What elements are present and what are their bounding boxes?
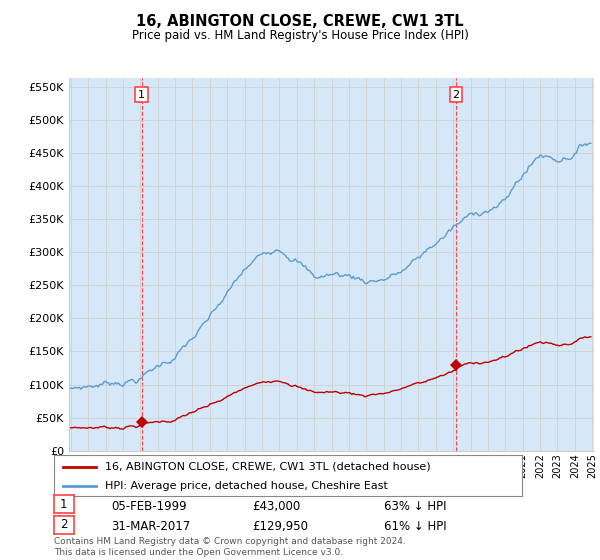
Text: 05-FEB-1999: 05-FEB-1999 xyxy=(111,500,187,513)
Text: 2: 2 xyxy=(452,90,460,100)
Text: £129,950: £129,950 xyxy=(252,520,308,533)
Text: Contains HM Land Registry data © Crown copyright and database right 2024.
This d: Contains HM Land Registry data © Crown c… xyxy=(54,537,406,557)
Text: 31-MAR-2017: 31-MAR-2017 xyxy=(111,520,190,533)
Text: 16, ABINGTON CLOSE, CREWE, CW1 3TL: 16, ABINGTON CLOSE, CREWE, CW1 3TL xyxy=(136,14,464,29)
Text: 1: 1 xyxy=(138,90,145,100)
Text: 63% ↓ HPI: 63% ↓ HPI xyxy=(384,500,446,513)
Text: 16, ABINGTON CLOSE, CREWE, CW1 3TL (detached house): 16, ABINGTON CLOSE, CREWE, CW1 3TL (deta… xyxy=(106,461,431,472)
Text: 1: 1 xyxy=(60,498,68,511)
Text: £43,000: £43,000 xyxy=(252,500,300,513)
Text: 2: 2 xyxy=(60,518,68,531)
Text: HPI: Average price, detached house, Cheshire East: HPI: Average price, detached house, Ches… xyxy=(106,481,388,491)
Text: 61% ↓ HPI: 61% ↓ HPI xyxy=(384,520,446,533)
Text: Price paid vs. HM Land Registry's House Price Index (HPI): Price paid vs. HM Land Registry's House … xyxy=(131,29,469,42)
